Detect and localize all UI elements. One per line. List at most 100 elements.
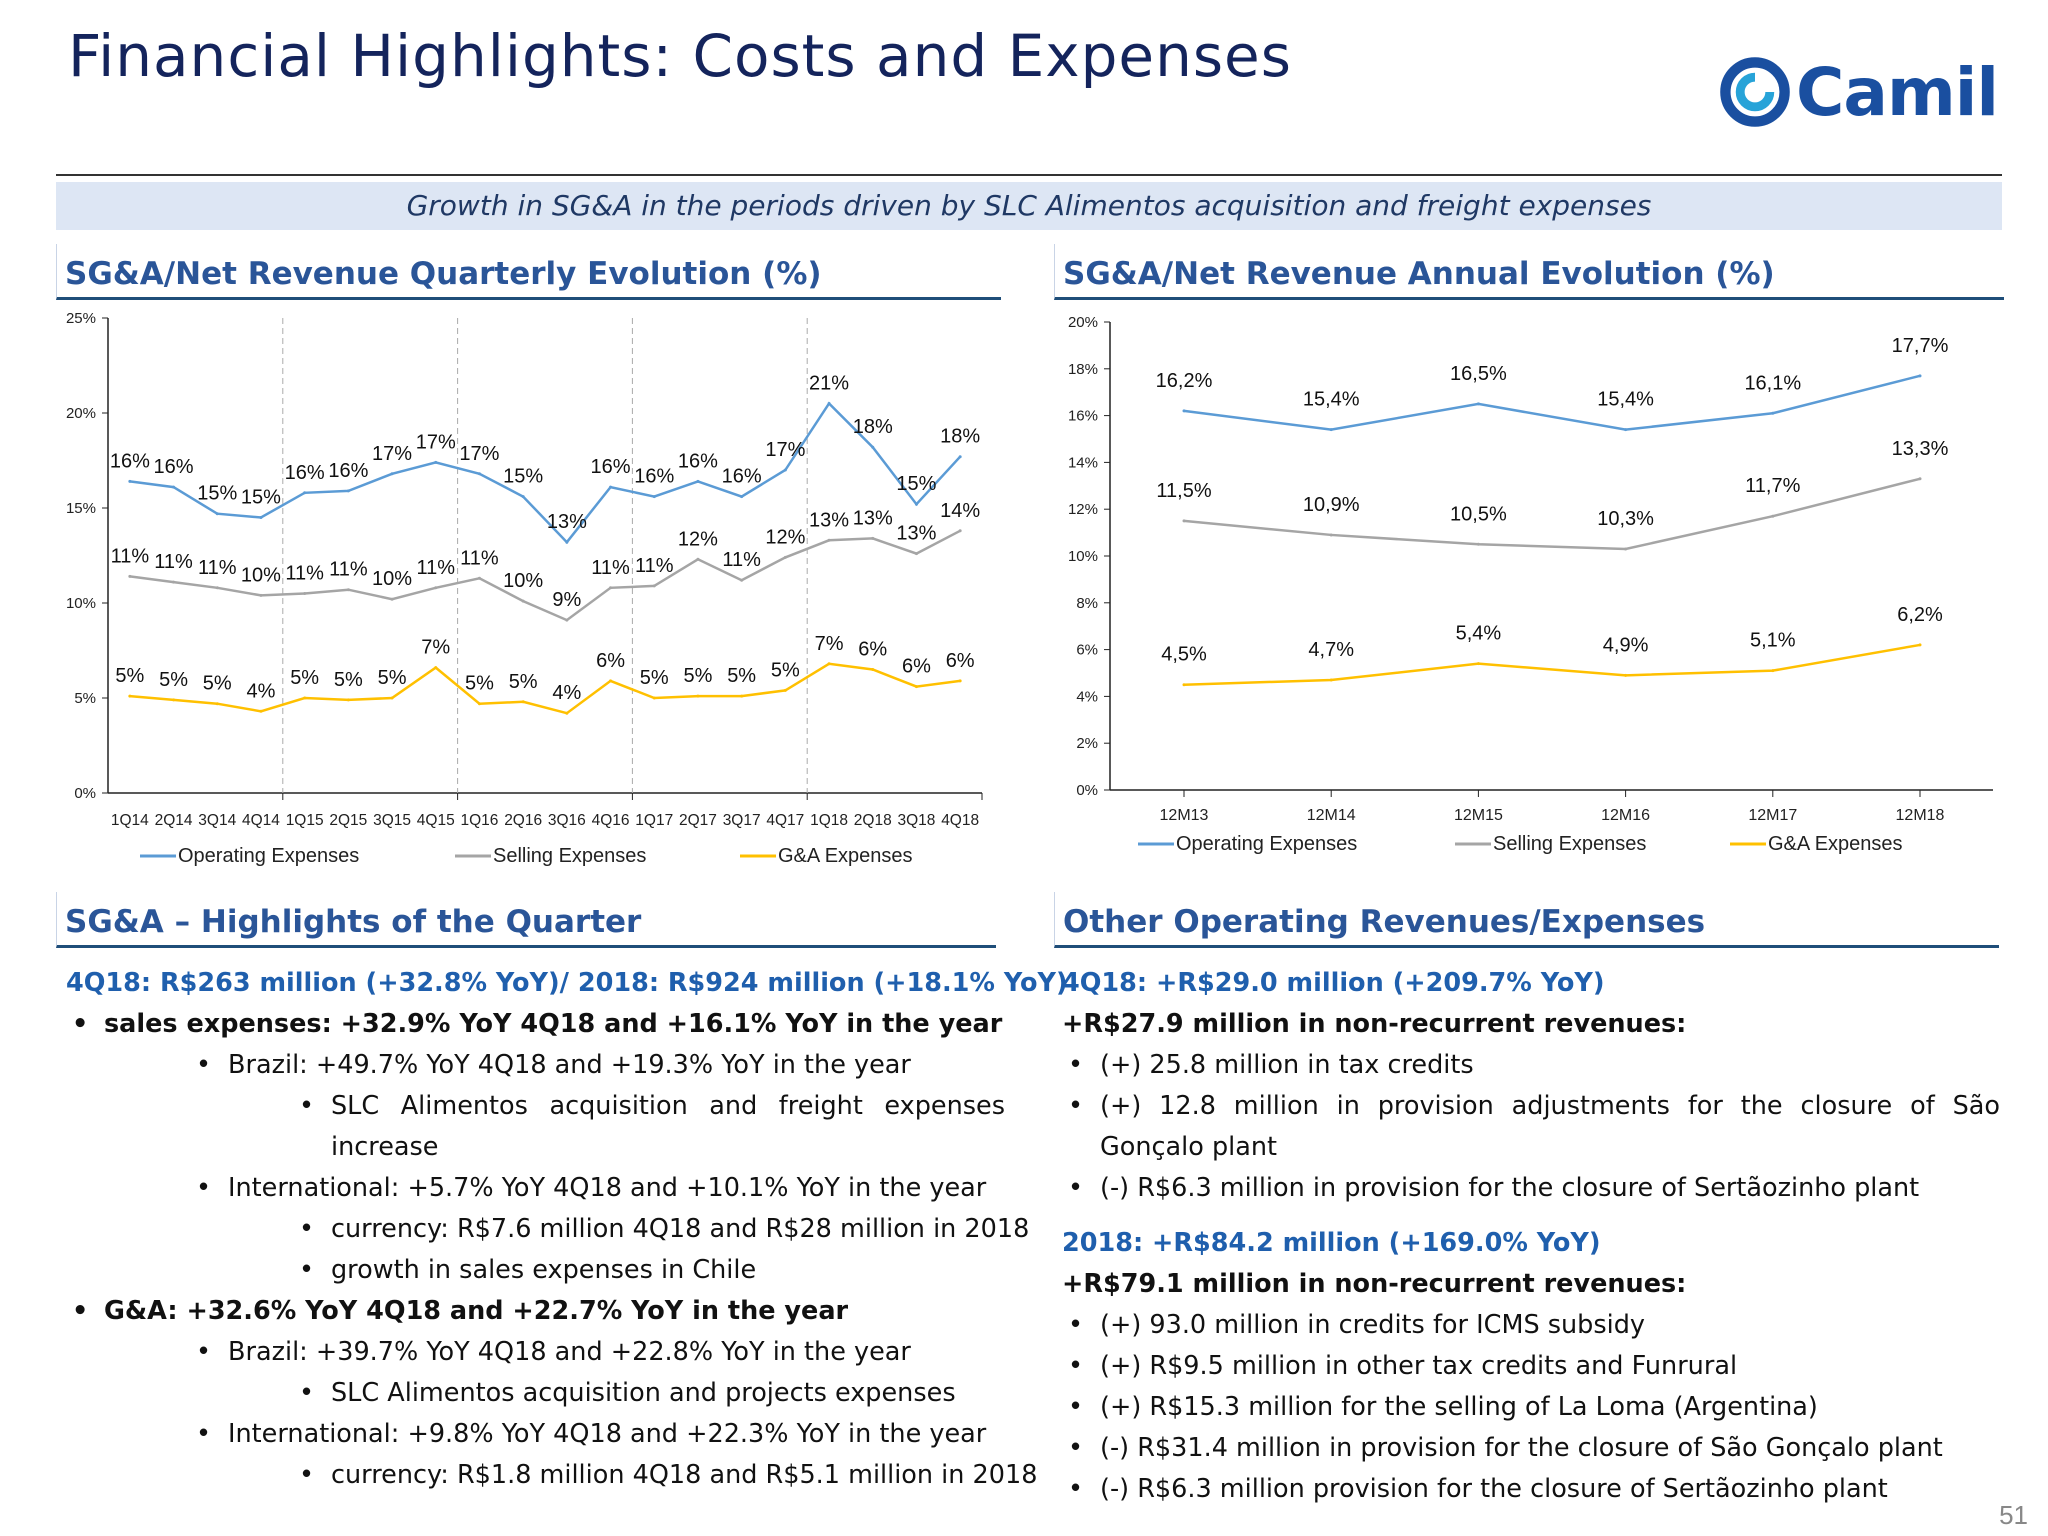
y-tick-label: 0% [74, 785, 96, 802]
highlights-text: 4Q18: R$263 million (+32.8% YoY)/ 2018: … [0, 963, 1068, 1503]
data-label: 5% [509, 671, 538, 693]
y-tick-label: 4% [1076, 688, 1098, 705]
annual-chart: 0% 2% 4% 6% 8% 10% 12% 14% 16% 18% 20% 12M13 12M14 12… [1068, 314, 1993, 855]
data-point [259, 593, 263, 597]
data-point [128, 574, 132, 578]
data-label: 5% [640, 667, 669, 689]
section-header-highlights: SG&A – Highlights of the Quarter [56, 892, 996, 948]
legend-label: G&A Expenses [1768, 833, 1903, 855]
data-label: 16% [591, 456, 631, 478]
data-label: 14% [940, 500, 980, 522]
x-tick-label: 1Q16 [460, 812, 498, 829]
data-point [215, 586, 219, 590]
data-point [1771, 669, 1775, 673]
y-tick-label: 25% [66, 310, 96, 327]
data-label: 11% [154, 551, 193, 573]
x-tick-label: 12M13 [1160, 807, 1209, 824]
y-tick-label: 10% [66, 595, 96, 612]
data-point [958, 455, 962, 459]
data-point [958, 529, 962, 533]
data-point [958, 679, 962, 683]
y-tick-label: 15% [66, 500, 96, 517]
series-line-0 [1183, 374, 1921, 431]
series-line-2 [129, 662, 961, 715]
data-point [172, 580, 176, 584]
data-label: 16% [285, 462, 325, 484]
data-point [128, 479, 132, 483]
x-tick-label: 4Q16 [592, 812, 630, 829]
data-point [1624, 673, 1628, 677]
y-tick-label: 12% [1068, 501, 1098, 518]
data-point [696, 694, 700, 698]
bullet-item: G&A: +32.6% YoY 4Q18 and +22.7% YoY in t… [72, 1291, 848, 1332]
data-point [521, 599, 525, 603]
data-label: 18% [940, 426, 980, 448]
x-tick-label: 12M15 [1454, 807, 1503, 824]
data-point [1476, 542, 1480, 546]
x-tick-label: 1Q17 [635, 812, 673, 829]
x-tick-label: 4Q14 [242, 812, 280, 829]
data-label: 5% [378, 667, 407, 689]
data-point [390, 472, 394, 476]
data-point [172, 485, 176, 489]
data-point [696, 479, 700, 483]
y-tick-label: 16% [1068, 408, 1098, 425]
data-point [609, 485, 613, 489]
data-point [521, 700, 525, 704]
bullet-item: growth in sales expenses in Chile [299, 1250, 756, 1291]
data-point [434, 666, 438, 670]
bullet-item: (-) R$6.3 million in provision for the c… [1068, 1168, 1919, 1209]
data-label: 18% [853, 416, 893, 438]
data-label: 15% [241, 487, 281, 509]
data-label: 17% [416, 431, 456, 453]
data-label: 21% [809, 373, 849, 395]
data-point [346, 489, 350, 493]
data-point [565, 711, 569, 715]
y-tick-label: 14% [1068, 454, 1098, 471]
data-point [390, 696, 394, 700]
data-point [303, 696, 307, 700]
data-point [871, 536, 875, 540]
data-point [215, 702, 219, 706]
data-label: 4% [246, 680, 275, 702]
data-label: 4% [552, 682, 581, 704]
data-label: 10,9% [1303, 494, 1360, 516]
data-label: 16,1% [1744, 372, 1801, 394]
data-label: 10% [372, 568, 412, 590]
x-tick-label: 12M17 [1748, 807, 1797, 824]
data-point [565, 618, 569, 622]
x-tick-label: 12M14 [1307, 807, 1356, 824]
data-point [172, 698, 176, 702]
section-header-other: Other Operating Revenues/Expenses [1054, 892, 1999, 948]
data-label: 10,5% [1450, 503, 1507, 525]
data-point [346, 698, 350, 702]
x-tick-label: 4Q18 [941, 812, 979, 829]
bullet-item: Brazil: +49.7% YoY 4Q18 and +19.3% YoY i… [196, 1045, 911, 1086]
x-tick-label: 3Q18 [897, 812, 935, 829]
data-label: 11% [111, 545, 150, 567]
data-point [1771, 411, 1775, 415]
data-point [652, 495, 656, 499]
data-label: 7% [421, 637, 450, 659]
data-point [1476, 402, 1480, 406]
data-label: 5% [203, 673, 232, 695]
data-point [1624, 428, 1628, 432]
data-label: 11% [722, 549, 761, 571]
data-point [1476, 662, 1480, 666]
data-point [871, 668, 875, 671]
data-label: 11,5% [1156, 480, 1211, 502]
data-label: 13,3% [1892, 438, 1949, 460]
data-label: 16,2% [1156, 370, 1213, 392]
data-point [434, 460, 438, 464]
data-label: 16% [634, 466, 674, 488]
data-label: 11% [591, 557, 630, 579]
data-point [1918, 477, 1922, 481]
data-label: 10,3% [1597, 508, 1654, 530]
data-point [1918, 643, 1922, 647]
data-point [652, 696, 656, 700]
bullet-item: (+) R$15.3 million for the selling of La… [1068, 1387, 1818, 1428]
data-point [477, 472, 481, 476]
x-tick-label: 2Q15 [329, 812, 367, 829]
bullet-item: (-) R$6.3 million provision for the clos… [1068, 1469, 1888, 1510]
other-revenues-text: 4Q18: +R$29.0 million (+209.7% YoY) +R$27… [0, 963, 2048, 1510]
